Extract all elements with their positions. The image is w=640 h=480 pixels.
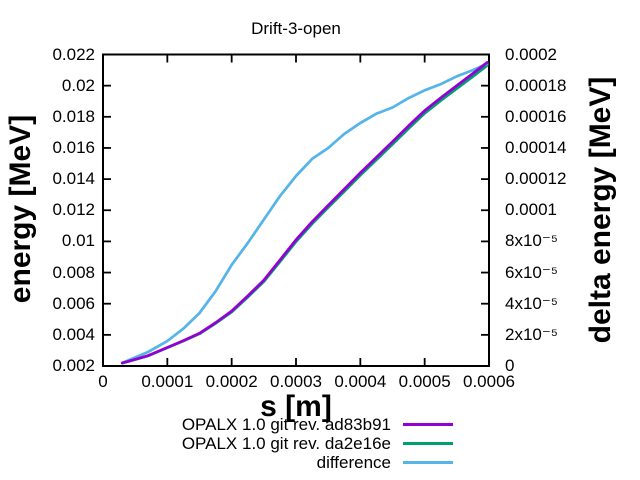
tick-label: 0.012 — [52, 200, 95, 220]
legend-color-line — [403, 442, 453, 445]
legend-entry-label: difference — [316, 452, 391, 472]
legend-color-line — [403, 461, 453, 464]
tick-label: 0.0004 — [334, 372, 387, 391]
legend-entry: OPALX 1.0 git rev. ad83b91 — [182, 415, 453, 434]
tick-label: 0 — [505, 356, 515, 375]
tick-label: 0.016 — [52, 137, 95, 157]
tick-label: 0.014 — [52, 169, 95, 189]
tick-label: 0.0006 — [463, 372, 515, 391]
plot-border — [102, 53, 490, 367]
tick-label: 0.004 — [52, 324, 95, 344]
series-line-2 — [120, 64, 489, 365]
tick-label: 6x10⁻⁵ — [505, 262, 558, 282]
legend-entry-label: OPALX 1.0 git rev. da2e16e — [181, 433, 391, 453]
tick-label: 0.00014 — [505, 137, 567, 157]
series-line-1 — [120, 61, 489, 365]
chart-title: Drift-3-open — [251, 19, 341, 38]
tick-label: 0.0001 — [141, 372, 194, 391]
x-axis-label: s [m] — [260, 390, 332, 423]
tick-label: 0.018 — [52, 106, 95, 126]
tick-label: 0 — [98, 372, 108, 391]
tick-label: 2x10⁻⁵ — [505, 324, 558, 344]
tick-label: 0.00012 — [505, 169, 567, 189]
legend-entry: OPALX 1.0 git rev. da2e16e — [182, 434, 453, 453]
tick-label: 0.0002 — [205, 372, 258, 391]
tick-label: 0.00016 — [505, 106, 567, 126]
legend-color-line — [403, 423, 453, 426]
legend-entry: difference — [182, 453, 453, 472]
tick-label: 0.0003 — [270, 372, 322, 391]
tick-label: 0.01 — [61, 231, 95, 251]
legend: OPALX 1.0 git rev. ad83b91 OPALX 1.0 git … — [182, 415, 453, 472]
series-line-3 — [120, 62, 489, 365]
tick-label: 0.006 — [52, 293, 95, 313]
tick-label: 0.02 — [61, 75, 95, 95]
legend-entry-label: OPALX 1.0 git rev. ad83b91 — [181, 414, 391, 434]
tick-label: 0.008 — [52, 262, 95, 282]
tick-label: 4x10⁻⁵ — [505, 293, 558, 313]
tick-label: 0.0002 — [505, 44, 557, 64]
tick-label: 0.002 — [52, 356, 95, 375]
tick-label: 0.022 — [52, 44, 95, 64]
tick-label: 0.00018 — [505, 75, 567, 95]
tick-label: 0.0001 — [505, 200, 557, 220]
tick-label: 0.0005 — [398, 372, 451, 391]
tick-label: 8x10⁻⁵ — [505, 231, 558, 251]
